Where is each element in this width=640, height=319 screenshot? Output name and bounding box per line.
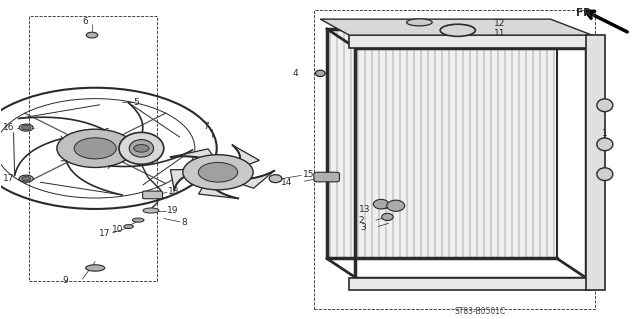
Ellipse shape bbox=[269, 174, 282, 182]
Text: 9: 9 bbox=[63, 276, 68, 285]
Polygon shape bbox=[586, 35, 605, 290]
Ellipse shape bbox=[119, 132, 164, 164]
Text: FR.: FR. bbox=[576, 8, 595, 18]
Ellipse shape bbox=[373, 199, 388, 209]
Polygon shape bbox=[330, 30, 554, 257]
Ellipse shape bbox=[86, 265, 105, 271]
Circle shape bbox=[134, 145, 149, 152]
Polygon shape bbox=[225, 171, 274, 188]
Ellipse shape bbox=[597, 168, 613, 181]
Ellipse shape bbox=[124, 225, 133, 228]
Text: 15: 15 bbox=[303, 170, 314, 179]
Circle shape bbox=[22, 125, 31, 130]
Ellipse shape bbox=[406, 19, 432, 26]
Text: 2: 2 bbox=[358, 216, 364, 225]
Ellipse shape bbox=[19, 175, 33, 182]
Ellipse shape bbox=[597, 99, 613, 112]
Text: 3: 3 bbox=[360, 223, 366, 232]
Polygon shape bbox=[320, 19, 592, 35]
Ellipse shape bbox=[132, 218, 144, 222]
Ellipse shape bbox=[381, 213, 393, 220]
Ellipse shape bbox=[19, 124, 33, 131]
Text: 17: 17 bbox=[99, 229, 111, 238]
Circle shape bbox=[198, 162, 237, 182]
Polygon shape bbox=[171, 149, 220, 165]
Circle shape bbox=[183, 155, 253, 190]
Text: 1: 1 bbox=[602, 130, 607, 138]
Text: 5: 5 bbox=[133, 98, 139, 107]
Text: 12: 12 bbox=[494, 19, 506, 28]
Polygon shape bbox=[232, 145, 259, 171]
Polygon shape bbox=[349, 35, 592, 48]
Ellipse shape bbox=[316, 70, 325, 77]
Polygon shape bbox=[349, 278, 592, 290]
Text: 13: 13 bbox=[358, 205, 370, 214]
Text: ST83-B0501C: ST83-B0501C bbox=[454, 307, 506, 315]
Polygon shape bbox=[170, 169, 205, 190]
Ellipse shape bbox=[387, 200, 404, 211]
Circle shape bbox=[74, 138, 116, 159]
FancyBboxPatch shape bbox=[143, 191, 163, 199]
Text: 19: 19 bbox=[167, 206, 179, 215]
Circle shape bbox=[22, 176, 31, 181]
Text: 16: 16 bbox=[3, 123, 15, 132]
Text: 6: 6 bbox=[83, 17, 88, 26]
Text: 8: 8 bbox=[181, 218, 187, 227]
Ellipse shape bbox=[86, 32, 98, 38]
Text: 17: 17 bbox=[3, 174, 15, 183]
Ellipse shape bbox=[440, 24, 476, 36]
Text: 7: 7 bbox=[204, 122, 209, 131]
Ellipse shape bbox=[143, 208, 159, 213]
Circle shape bbox=[57, 129, 134, 167]
Text: 11: 11 bbox=[494, 29, 506, 38]
Ellipse shape bbox=[129, 139, 154, 157]
Polygon shape bbox=[198, 177, 238, 198]
Text: 4: 4 bbox=[292, 69, 298, 78]
FancyBboxPatch shape bbox=[314, 172, 339, 182]
Text: 14: 14 bbox=[282, 178, 292, 187]
Text: 18: 18 bbox=[168, 187, 180, 196]
Ellipse shape bbox=[597, 138, 613, 151]
Text: 10: 10 bbox=[112, 225, 124, 234]
